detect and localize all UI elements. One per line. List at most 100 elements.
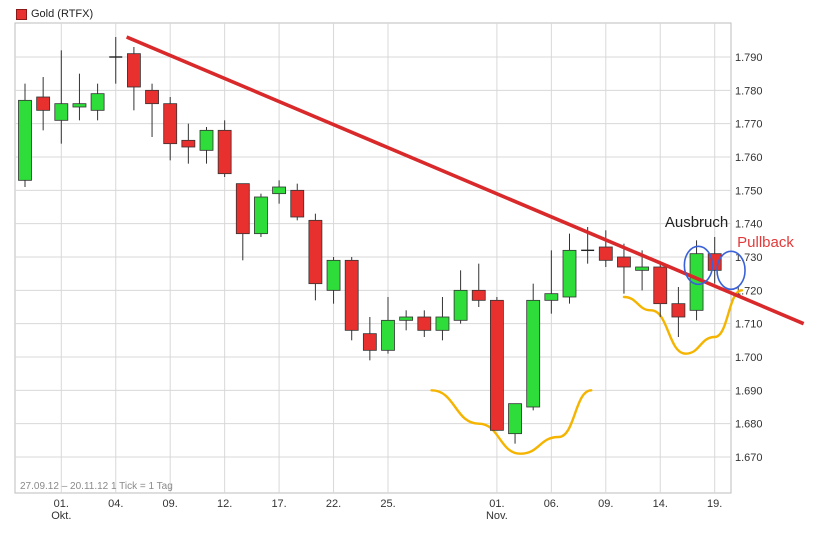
candle-body bbox=[344, 259, 359, 331]
candle-body bbox=[18, 99, 32, 181]
candle bbox=[489, 297, 504, 431]
date-range-footer: 27.09.12 – 20.11.12 1 Tick = 1 Tag bbox=[20, 481, 173, 492]
candles bbox=[18, 37, 722, 444]
candle-body bbox=[671, 303, 686, 318]
legend-swatch bbox=[16, 8, 27, 20]
candle bbox=[235, 183, 250, 261]
candle bbox=[671, 287, 686, 337]
candle-body bbox=[217, 129, 232, 175]
candle-body bbox=[508, 403, 522, 435]
candle-body bbox=[235, 183, 250, 235]
candle bbox=[362, 317, 377, 361]
candle bbox=[381, 297, 395, 354]
candle bbox=[562, 233, 577, 304]
candle bbox=[18, 83, 32, 187]
legend: Gold (RTFX) bbox=[16, 8, 93, 20]
candle bbox=[653, 263, 668, 317]
y-tick-label: 1.780 bbox=[735, 85, 763, 97]
candle bbox=[689, 240, 704, 321]
x-tick-label: 09. bbox=[598, 498, 613, 510]
candle bbox=[598, 230, 613, 267]
candle bbox=[290, 183, 305, 221]
x-tick-label: 12. bbox=[217, 498, 232, 510]
y-tick-label: 1.790 bbox=[735, 52, 763, 64]
candle bbox=[526, 283, 541, 411]
candle bbox=[544, 250, 559, 314]
candle bbox=[217, 120, 232, 177]
candle bbox=[326, 257, 341, 304]
candle-body bbox=[381, 319, 395, 351]
x-tick-label: 17. bbox=[271, 498, 286, 510]
candle-body bbox=[326, 259, 341, 291]
candle-body bbox=[526, 299, 541, 408]
x-axis: 01.Okt.04. 09. 12. 17. 22. 25. 01.Nov.06. 09. 14… bbox=[51, 498, 722, 522]
x-tick-label: 01. bbox=[489, 498, 504, 510]
candle bbox=[435, 297, 450, 341]
y-tick-label: 1.760 bbox=[735, 152, 763, 164]
candle bbox=[308, 213, 323, 301]
support-curves bbox=[430, 289, 744, 455]
annotation-label: Pullback bbox=[737, 234, 794, 251]
x-tick-label: 22. bbox=[326, 498, 341, 510]
candle bbox=[471, 263, 486, 307]
candle-body bbox=[254, 196, 268, 235]
candle bbox=[399, 310, 414, 331]
y-tick-label: 1.770 bbox=[735, 119, 763, 131]
y-tick-label: 1.700 bbox=[735, 352, 763, 364]
candle-body bbox=[72, 103, 87, 108]
candle bbox=[254, 193, 268, 237]
candle-body bbox=[617, 256, 631, 268]
x-tick-label: 09. bbox=[163, 498, 178, 510]
x-tick-label: 19. bbox=[707, 498, 722, 510]
candle-body bbox=[272, 186, 287, 195]
y-tick-label: 1.690 bbox=[735, 385, 763, 397]
candle-body bbox=[544, 293, 559, 301]
annotations: Ausbruch Pullback bbox=[665, 214, 795, 251]
candle-body bbox=[127, 53, 141, 88]
annotation-label: Ausbruch bbox=[665, 214, 728, 231]
candle bbox=[508, 403, 522, 444]
candle-body bbox=[163, 103, 178, 145]
y-tick-label: 1.720 bbox=[735, 285, 763, 297]
candle-body bbox=[181, 139, 196, 148]
candle bbox=[344, 257, 359, 341]
candle bbox=[36, 77, 51, 131]
y-tick-label: 1.750 bbox=[735, 185, 763, 197]
candle-body bbox=[308, 219, 323, 285]
candle bbox=[453, 270, 468, 324]
x-tick-label: 25. bbox=[380, 498, 395, 510]
candle-body bbox=[453, 289, 468, 321]
support-curve bbox=[430, 389, 593, 455]
x-tick-label: 04. bbox=[108, 498, 123, 510]
y-tick-label: 1.710 bbox=[735, 319, 763, 331]
y-tick-label: 1.670 bbox=[735, 452, 763, 464]
legend-label: Gold (RTFX) bbox=[31, 8, 94, 20]
candle-body bbox=[145, 89, 159, 105]
candle bbox=[617, 243, 631, 294]
candle-body bbox=[36, 96, 51, 111]
y-tick-label: 1.730 bbox=[735, 252, 763, 264]
candle-body bbox=[562, 249, 577, 298]
candle-body bbox=[199, 129, 214, 151]
highlight-circle bbox=[716, 250, 746, 291]
candle-body bbox=[417, 316, 432, 331]
candle-body bbox=[653, 266, 668, 305]
candle-body bbox=[471, 289, 486, 301]
candle-body bbox=[290, 189, 305, 218]
x-tick-sublabel: Nov. bbox=[486, 510, 508, 522]
y-axis: 1.670 1.680 1.690 1.700 1.710 1.720 1.730 1.740… bbox=[735, 52, 763, 464]
candle-body bbox=[54, 103, 69, 121]
candle bbox=[181, 123, 196, 164]
candle bbox=[72, 73, 87, 121]
candle-body bbox=[435, 316, 450, 331]
x-tick-label: 14. bbox=[653, 498, 668, 510]
candle bbox=[109, 37, 123, 84]
x-tick-label: 06. bbox=[544, 498, 559, 510]
highlight-circle bbox=[683, 245, 714, 286]
candle bbox=[127, 47, 141, 111]
candle-body bbox=[635, 266, 649, 271]
candle-body bbox=[489, 299, 504, 431]
candle bbox=[272, 180, 287, 204]
candle bbox=[145, 83, 159, 137]
